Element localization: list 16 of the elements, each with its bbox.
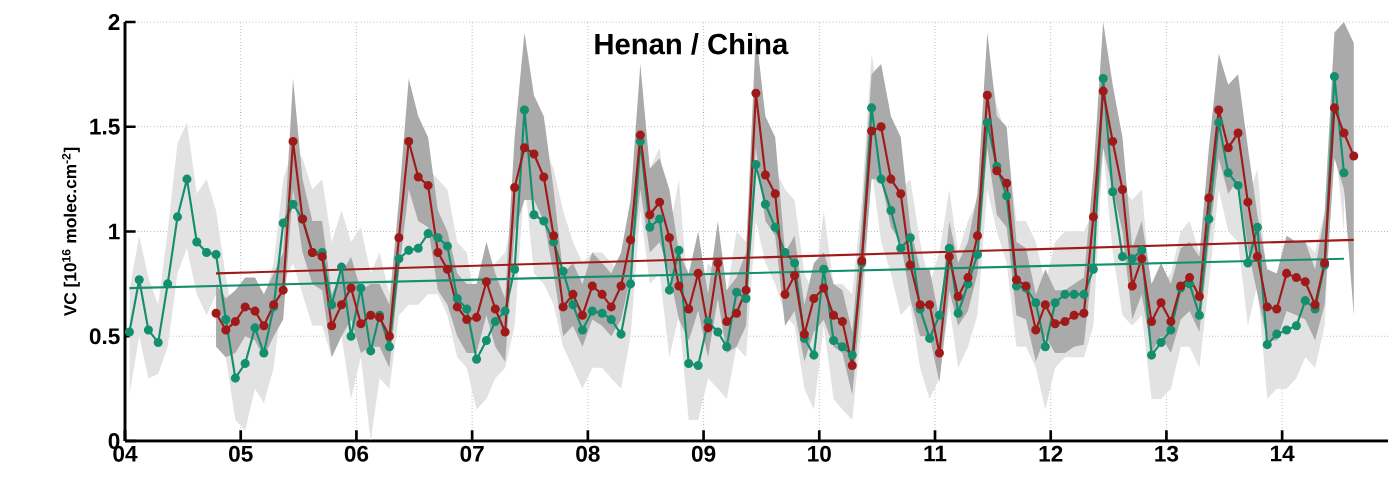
x-tick-label: 10 bbox=[808, 445, 831, 462]
x-tick-label: 11 bbox=[924, 445, 947, 462]
x-tick-label: 13 bbox=[1155, 445, 1179, 462]
x-tick-label: 05 bbox=[229, 445, 253, 462]
y-tick-label: 2 bbox=[108, 14, 120, 30]
y-tick-label: 0.5 bbox=[89, 328, 120, 345]
x-tick-label: 08 bbox=[576, 445, 600, 462]
y-axis-title: VC [10$^{16}$ molec.cm$^{-2}$] bbox=[61, 147, 80, 317]
x-tick-label: 12 bbox=[1039, 445, 1063, 462]
x-tick-label: 06 bbox=[344, 445, 369, 462]
y-tick-label: 1.5 bbox=[90, 118, 120, 135]
x-tick-label: 14 bbox=[1270, 445, 1295, 462]
x-tick-label: 09 bbox=[691, 445, 716, 462]
y-tick-label: 1 bbox=[109, 223, 120, 240]
chart-title: Henan / China bbox=[595, 32, 789, 55]
x-tick-label: 07 bbox=[460, 445, 484, 462]
